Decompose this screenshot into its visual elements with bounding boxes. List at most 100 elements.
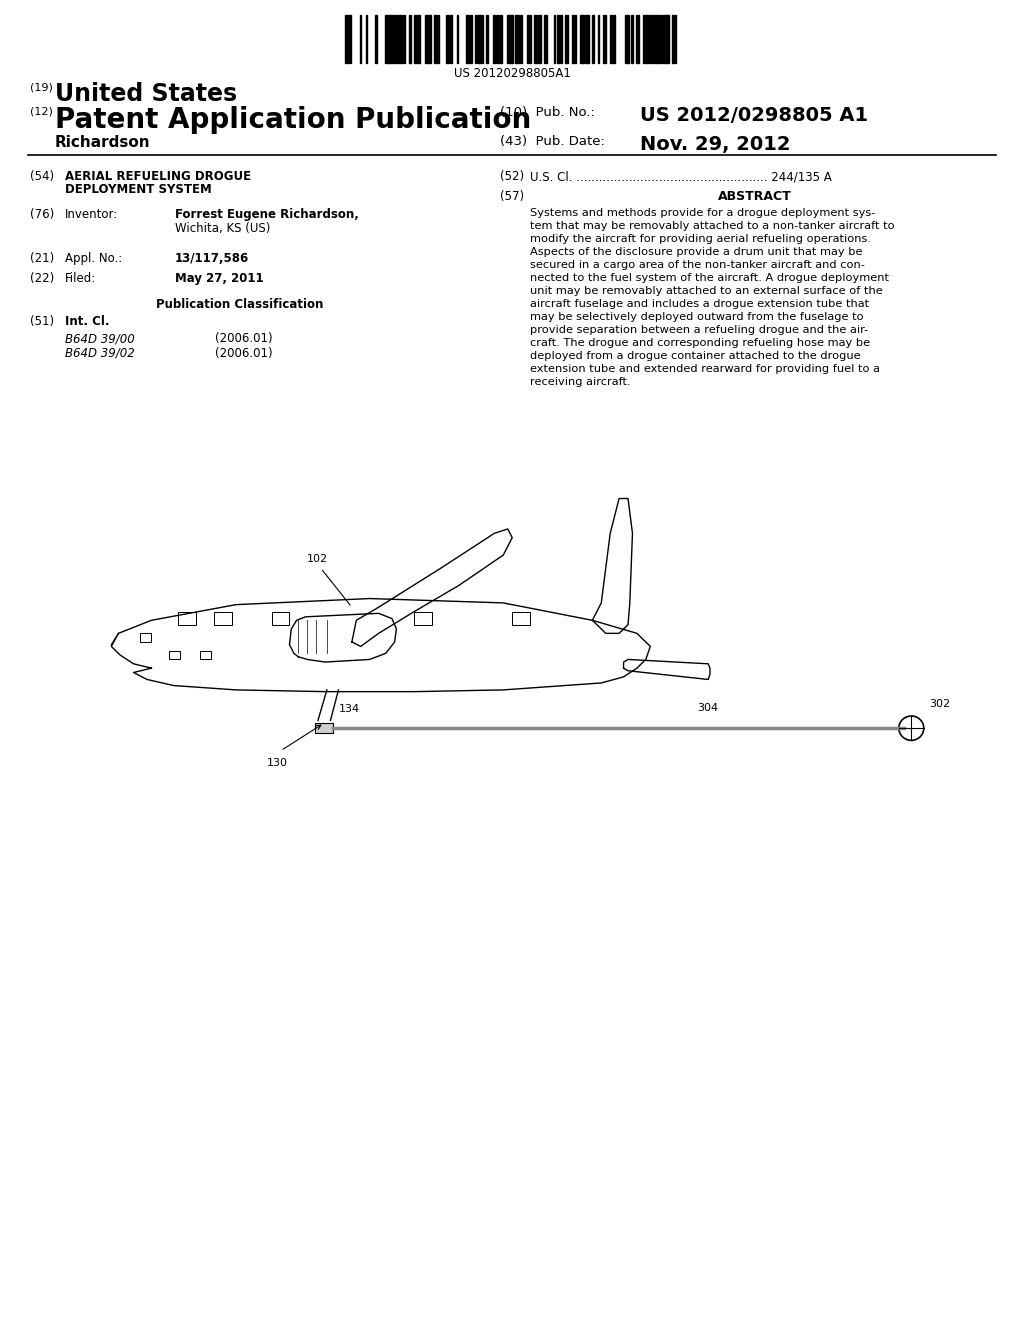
Text: Wichita, KS (US): Wichita, KS (US) <box>175 222 270 235</box>
Text: Int. Cl.: Int. Cl. <box>65 315 110 327</box>
Text: (19): (19) <box>30 82 53 92</box>
Bar <box>500 15 502 63</box>
Text: 13/117,586: 13/117,586 <box>175 252 249 265</box>
Text: ABSTRACT: ABSTRACT <box>718 190 792 203</box>
Bar <box>214 612 231 624</box>
Bar <box>271 612 290 624</box>
Text: nected to the fuel system of the aircraft. A drogue deployment: nected to the fuel system of the aircraf… <box>530 273 889 282</box>
Text: extension tube and extended rearward for providing fuel to a: extension tube and extended rearward for… <box>530 364 880 374</box>
Text: U.S. Cl. ................................................... 244/135 A: U.S. Cl. ...............................… <box>530 170 831 183</box>
Text: (52): (52) <box>500 170 524 183</box>
Bar <box>515 15 517 63</box>
Bar <box>497 15 499 63</box>
Bar <box>201 651 211 660</box>
Text: 102: 102 <box>307 554 329 564</box>
Text: modify the aircraft for providing aerial refueling operations.: modify the aircraft for providing aerial… <box>530 234 871 244</box>
Bar <box>169 651 180 660</box>
Text: Appl. No.:: Appl. No.: <box>65 252 122 265</box>
Text: tem that may be removably attached to a non-tanker aircraft to: tem that may be removably attached to a … <box>530 220 895 231</box>
Bar <box>437 15 439 63</box>
Bar <box>527 15 529 63</box>
Text: Inventor:: Inventor: <box>65 209 118 220</box>
Bar <box>510 15 513 63</box>
Text: (12): (12) <box>30 106 53 116</box>
Bar <box>315 723 333 734</box>
Text: craft. The drogue and corresponding refueling hose may be: craft. The drogue and corresponding refu… <box>530 338 870 348</box>
Bar <box>557 15 560 63</box>
Text: deployed from a drogue container attached to the drogue: deployed from a drogue container attache… <box>530 351 860 360</box>
Bar <box>517 15 519 63</box>
Bar <box>349 15 351 63</box>
Bar <box>486 15 488 63</box>
Bar <box>417 15 420 63</box>
Text: 304: 304 <box>697 702 718 713</box>
Text: (51): (51) <box>30 315 54 327</box>
Bar <box>636 15 638 63</box>
Text: US 20120298805A1: US 20120298805A1 <box>454 67 570 81</box>
Text: Patent Application Publication: Patent Application Publication <box>55 106 531 135</box>
Text: Filed:: Filed: <box>65 272 96 285</box>
Bar <box>631 15 633 63</box>
Bar <box>613 15 615 63</box>
Text: Systems and methods provide for a drogue deployment sys-: Systems and methods provide for a drogue… <box>530 209 876 218</box>
Text: (2006.01): (2006.01) <box>215 333 272 345</box>
Text: (57): (57) <box>500 190 524 203</box>
Text: (76): (76) <box>30 209 54 220</box>
Text: US 2012/0298805 A1: US 2012/0298805 A1 <box>640 106 868 125</box>
Text: (21): (21) <box>30 252 54 265</box>
Text: AERIAL REFUELING DROGUE: AERIAL REFUELING DROGUE <box>65 170 251 183</box>
Bar <box>414 15 416 63</box>
Bar <box>592 15 594 63</box>
Bar <box>645 15 647 63</box>
Bar <box>375 15 377 63</box>
Bar <box>477 15 480 63</box>
Text: provide separation between a refueling drogue and the air-: provide separation between a refueling d… <box>530 325 868 335</box>
Text: Richardson: Richardson <box>55 135 151 150</box>
Bar <box>178 612 196 624</box>
Text: Nov. 29, 2012: Nov. 29, 2012 <box>640 135 791 154</box>
Bar <box>663 15 665 63</box>
Bar <box>140 634 151 642</box>
Bar <box>425 15 428 63</box>
Bar <box>345 15 348 63</box>
Bar <box>512 612 530 624</box>
Bar <box>397 15 399 63</box>
Bar <box>520 15 522 63</box>
Bar <box>652 15 654 63</box>
Bar <box>666 15 669 63</box>
Text: Aspects of the disclosure provide a drum unit that may be: Aspects of the disclosure provide a drum… <box>530 247 862 257</box>
Bar <box>415 612 432 624</box>
Bar <box>507 15 509 63</box>
Bar <box>385 15 387 63</box>
Bar <box>409 15 411 63</box>
Text: United States: United States <box>55 82 238 106</box>
Text: (22): (22) <box>30 272 54 285</box>
Bar <box>450 15 452 63</box>
Bar <box>493 15 496 63</box>
Bar <box>428 15 431 63</box>
Text: 130: 130 <box>267 758 288 768</box>
Bar <box>399 15 401 63</box>
Bar <box>565 15 568 63</box>
Bar <box>660 15 662 63</box>
Bar <box>390 15 393 63</box>
Text: (43)  Pub. Date:: (43) Pub. Date: <box>500 135 605 148</box>
Bar <box>544 15 547 63</box>
Bar <box>387 15 390 63</box>
Bar <box>585 15 588 63</box>
Text: (54): (54) <box>30 170 54 183</box>
Text: Publication Classification: Publication Classification <box>157 298 324 312</box>
Text: (2006.01): (2006.01) <box>215 347 272 360</box>
Bar <box>582 15 584 63</box>
Text: (10)  Pub. No.:: (10) Pub. No.: <box>500 106 595 119</box>
Bar <box>656 15 659 63</box>
Bar <box>649 15 651 63</box>
Bar <box>572 15 574 63</box>
Bar <box>434 15 436 63</box>
Text: may be selectively deployed outward from the fuselage to: may be selectively deployed outward from… <box>530 312 863 322</box>
Text: unit may be removably attached to an external surface of the: unit may be removably attached to an ext… <box>530 286 883 296</box>
Bar <box>466 15 469 63</box>
Bar <box>610 15 612 63</box>
Bar <box>580 15 582 63</box>
Text: May 27, 2011: May 27, 2011 <box>175 272 263 285</box>
